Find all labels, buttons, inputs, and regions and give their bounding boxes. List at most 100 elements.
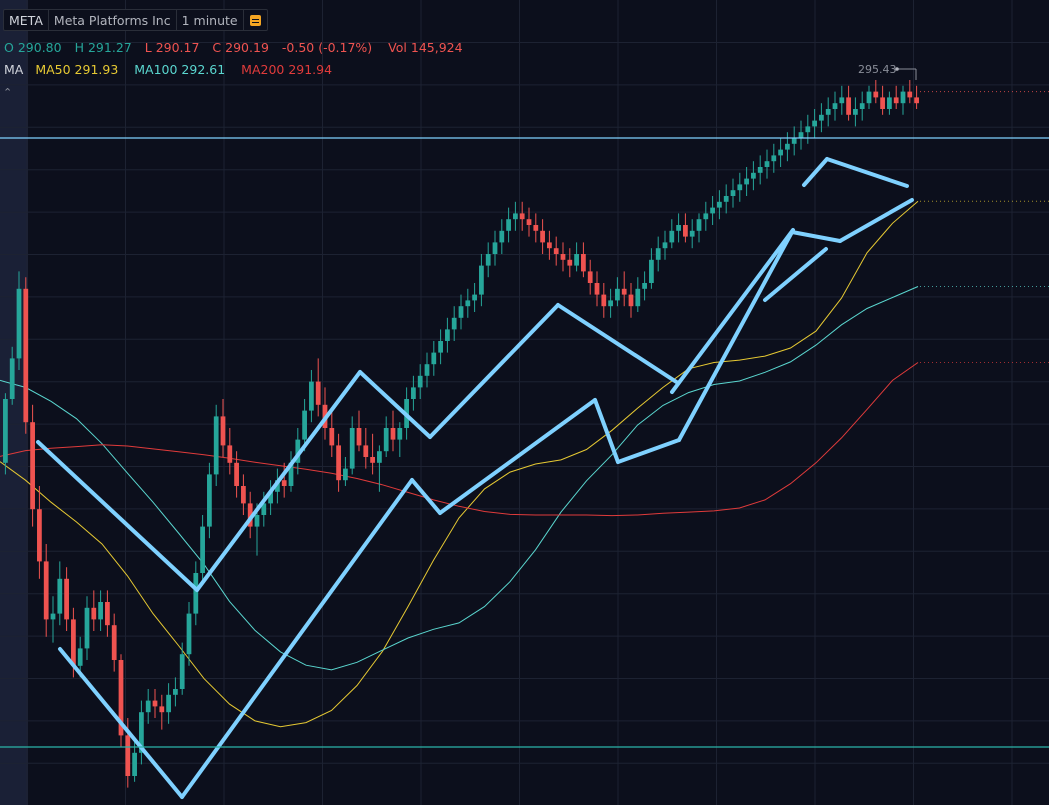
candle-body [601,294,607,307]
candle-body [37,509,42,562]
candle-body [499,230,505,243]
candle-body [628,294,634,307]
moving-averages [0,91,1049,728]
candle-body [866,91,872,104]
trend-line [358,370,432,439]
candle-body [397,428,403,440]
candle-body [526,219,532,225]
candle-body [220,416,226,446]
trend-line [763,247,828,302]
candle-body [173,689,178,695]
candle-body [166,694,171,713]
candle-body [16,288,22,359]
candle-body [737,184,743,191]
candle-body [431,352,437,365]
interval-label[interactable]: 1 minute [177,10,244,30]
candle-body [689,230,695,237]
candle-body [43,561,49,620]
candle-body [438,341,443,353]
symbol-ticker[interactable]: META [4,10,49,30]
candle-body [111,625,117,660]
candle-body [445,329,450,341]
candle-body [832,103,838,109]
candle-body [880,97,885,109]
trend-line [616,438,681,464]
candle-body [710,207,715,214]
candle-body [649,259,654,283]
notes-flag-icon[interactable] [244,10,267,30]
candle-body [696,219,702,231]
close-value: 290.19 [225,40,269,55]
collapse-chevron-icon[interactable]: ⌃ [3,86,13,99]
candle-body [567,259,573,266]
trend-line [677,230,794,442]
candle-body [683,225,688,237]
candle-body [594,283,600,295]
candle-body [723,196,729,202]
candle-body [703,213,709,220]
high-label: H [74,40,84,55]
trend-line [802,157,829,187]
candle-body [812,120,817,127]
ma-label: MA [4,62,24,77]
candle-body [506,219,511,231]
candle-body [349,428,355,469]
horizontal-lines[interactable] [0,137,1049,748]
candle-body [132,752,137,776]
ma100-legend[interactable]: MA100 292.61 [134,62,226,77]
candle-body [227,445,233,463]
ma50-legend[interactable]: MA50 291.93 [35,62,119,77]
low-value: 290.17 [155,40,200,55]
trend-line [593,398,620,464]
volume-label: Vol [388,40,407,55]
candle-body [139,712,144,753]
candle-body [268,491,273,504]
candle-body [553,248,559,254]
candle-body [492,242,498,254]
ma-legend[interactable]: MA MA50 291.93 MA100 292.61 MA200 291.94 [4,62,336,77]
candle-body [798,132,804,138]
candle-body [281,480,287,486]
candle-body [907,91,913,98]
low-label: L [144,40,152,55]
candle-body [9,358,15,399]
candle-body [159,706,165,713]
trend-line [36,440,199,592]
candle-body [186,613,192,655]
candle-body [118,660,124,736]
candle-body [3,399,8,463]
candle-body [98,602,103,620]
candle-body [513,213,518,220]
trend-line [180,478,414,799]
ma200-legend[interactable]: MA200 291.94 [241,62,333,77]
candle-body [900,91,906,104]
candle-body [207,474,212,527]
trend-drawings[interactable] [36,67,917,799]
candle-body [261,503,267,515]
candle-body [91,607,97,620]
high-value: 291.27 [87,40,132,55]
candle-body [853,109,858,115]
symbol-header[interactable]: META Meta Platforms Inc 1 minute [3,9,268,31]
candle-body [655,248,661,260]
candle-body [424,364,430,376]
candle-body [105,602,110,626]
candle-body [785,143,790,150]
candle-body [254,515,260,527]
candle-body [309,381,314,411]
candle-body [417,375,423,388]
open-value: 290.80 [17,40,62,55]
trend-line [438,398,597,515]
symbol-name[interactable]: Meta Platforms Inc [49,10,177,30]
candle-body [574,254,579,266]
candle-body [914,97,919,104]
candle-body [71,619,76,666]
candle-body [57,578,63,614]
candle-body [805,126,811,133]
trend-line [195,370,362,592]
candle-body [329,428,335,446]
candle-body [717,201,722,208]
candle-body [764,161,770,167]
